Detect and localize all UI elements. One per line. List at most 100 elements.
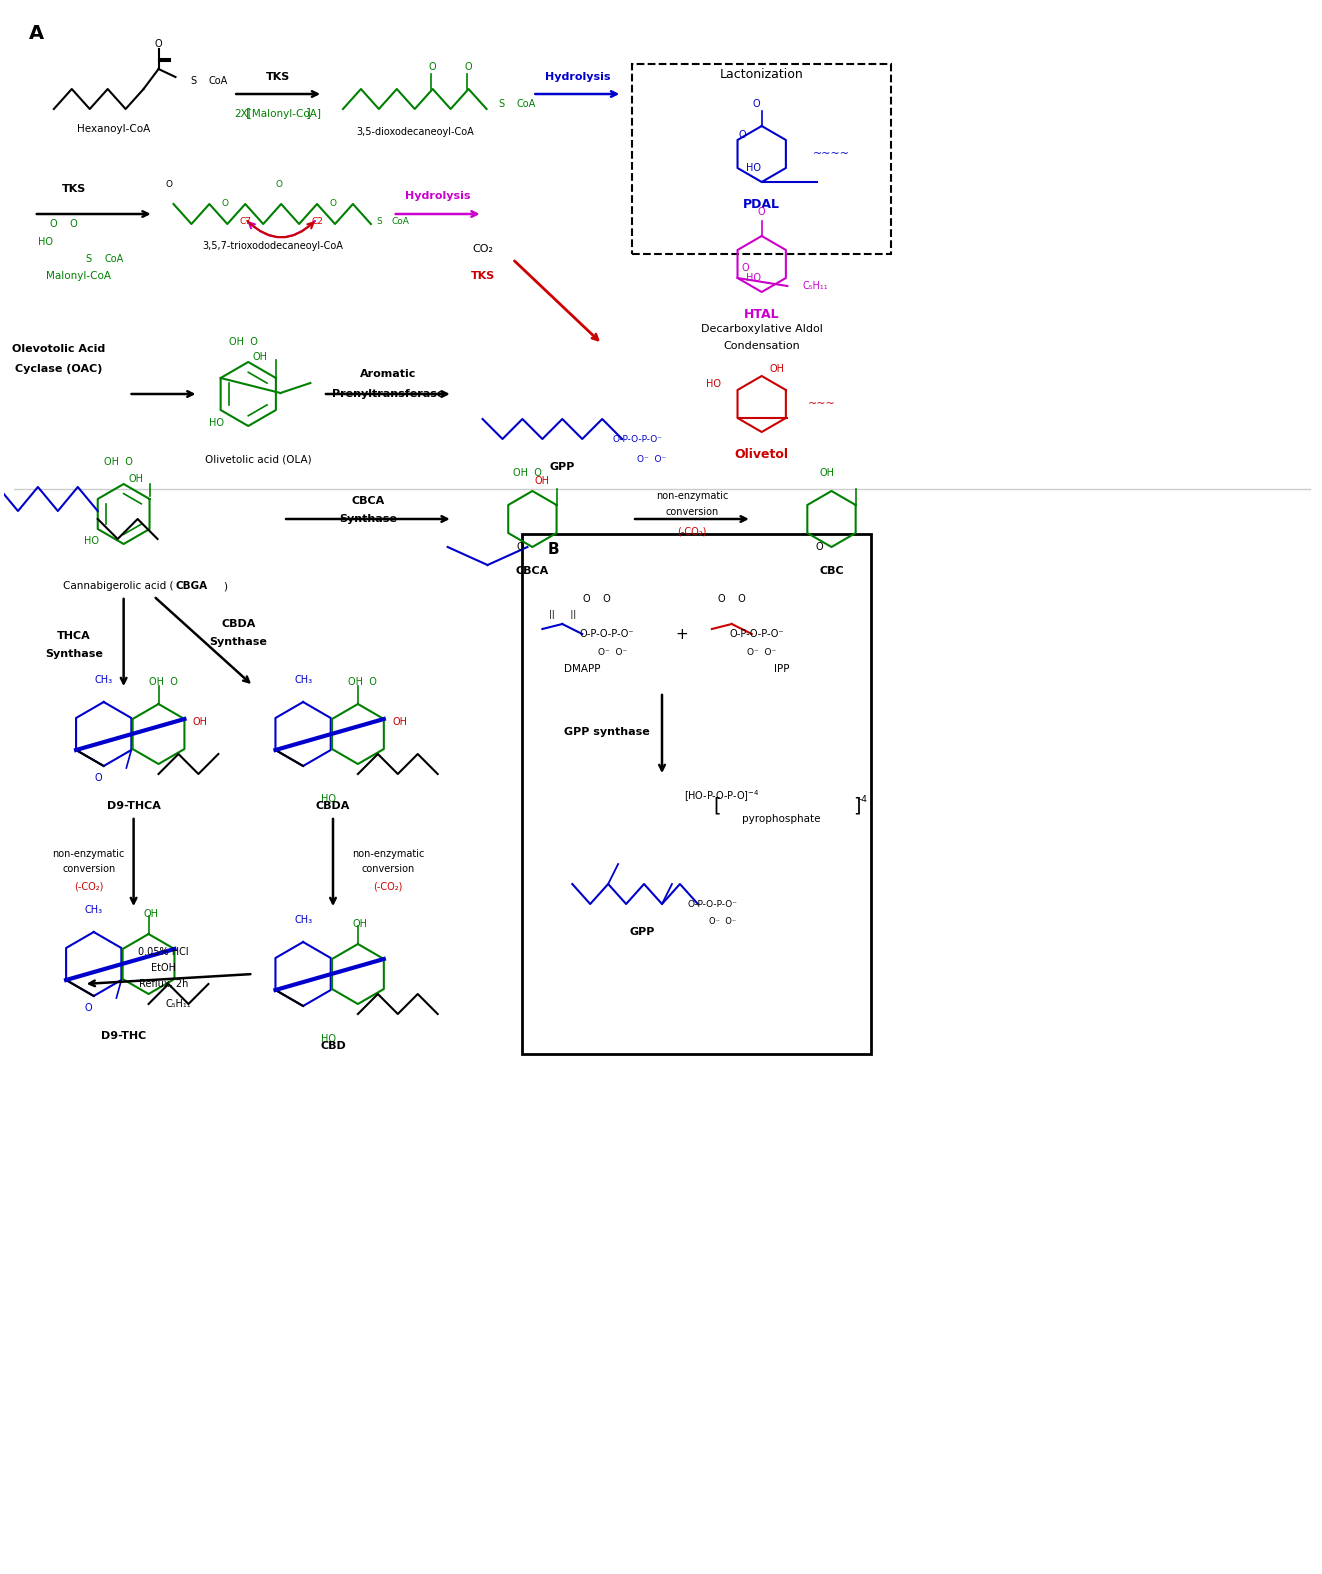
Text: Synthase: Synthase: [209, 637, 267, 647]
Text: conversion: conversion: [62, 864, 115, 874]
Text: Lactonization: Lactonization: [719, 68, 804, 80]
Text: -4: -4: [859, 795, 867, 803]
Text: ): ): [223, 581, 227, 590]
Text: O    O: O O: [50, 219, 78, 228]
Text: pyrophosphate: pyrophosphate: [743, 814, 821, 825]
FancyBboxPatch shape: [522, 534, 871, 1055]
Text: ||      ||: || ||: [549, 609, 576, 619]
Text: Decarboxylative Aldol: Decarboxylative Aldol: [701, 324, 822, 334]
Text: HO: HO: [320, 793, 336, 804]
Text: CBD: CBD: [320, 1040, 346, 1051]
Text: ~~~: ~~~: [808, 398, 836, 409]
Text: [: [: [713, 796, 720, 815]
Text: S: S: [190, 76, 197, 87]
Text: [: [: [246, 107, 251, 121]
Text: O: O: [276, 179, 283, 189]
Text: O: O: [758, 208, 765, 217]
Text: S: S: [375, 217, 382, 227]
Text: GPP: GPP: [629, 927, 654, 937]
Text: OH  O: OH O: [349, 677, 377, 686]
Text: O: O: [222, 200, 229, 208]
Text: O⁻  O⁻: O⁻ O⁻: [598, 647, 627, 656]
Text: CH₃: CH₃: [85, 905, 103, 914]
Text: Synthase: Synthase: [45, 648, 103, 660]
Text: ]: ]: [853, 796, 861, 815]
Text: CBDA: CBDA: [221, 619, 255, 630]
Text: Reflux, 2h: Reflux, 2h: [139, 979, 188, 988]
Text: O: O: [754, 99, 760, 109]
Text: ]: ]: [305, 107, 311, 121]
Text: Aromatic: Aromatic: [360, 368, 416, 379]
Text: OH: OH: [128, 474, 143, 483]
Text: O: O: [816, 541, 824, 552]
Text: HO: HO: [320, 1034, 336, 1044]
Text: O: O: [742, 263, 750, 272]
Text: OH: OH: [253, 353, 268, 362]
Text: O⁻  O⁻: O⁻ O⁻: [637, 455, 666, 463]
Text: O: O: [85, 1003, 93, 1014]
Text: CoA: CoA: [209, 76, 227, 87]
Text: O: O: [165, 179, 172, 189]
Text: D9-THC: D9-THC: [100, 1031, 147, 1040]
Text: S: S: [86, 253, 91, 264]
Text: CH₃: CH₃: [293, 675, 312, 685]
Text: GPP synthase: GPP synthase: [564, 727, 650, 737]
Text: C₅H₁₁: C₅H₁₁: [802, 282, 828, 291]
Text: O: O: [329, 200, 337, 208]
Text: conversion: conversion: [665, 507, 719, 516]
Text: B: B: [547, 541, 559, 557]
Text: HO: HO: [747, 164, 761, 173]
Text: O-P-O-P-O⁻: O-P-O-P-O⁻: [687, 899, 738, 908]
Text: O-P-O-P-O⁻: O-P-O-P-O⁻: [580, 630, 635, 639]
Text: Hexanoyl-CoA: Hexanoyl-CoA: [77, 124, 151, 134]
Text: non-enzymatic: non-enzymatic: [53, 848, 126, 859]
Text: CBCA: CBCA: [352, 496, 385, 505]
Text: HO: HO: [38, 238, 53, 247]
Text: CoA: CoA: [517, 99, 535, 109]
Text: HO: HO: [747, 272, 761, 283]
Text: Hydrolysis: Hydrolysis: [405, 190, 471, 201]
Text: EtOH: EtOH: [151, 963, 176, 973]
Text: OH: OH: [769, 364, 784, 375]
Text: O: O: [428, 61, 436, 72]
Text: OH: OH: [535, 475, 550, 486]
Text: OH  O: OH O: [149, 677, 178, 686]
Text: C7: C7: [239, 217, 251, 227]
Text: O: O: [739, 131, 747, 140]
Text: C₅H₁₁: C₅H₁₁: [165, 999, 192, 1009]
Text: non-enzymatic: non-enzymatic: [656, 491, 728, 501]
Text: OH: OH: [353, 919, 368, 929]
Text: 3,5-dioxodecaneoyl-CoA: 3,5-dioxodecaneoyl-CoA: [356, 127, 473, 137]
Text: O    O: O O: [583, 593, 611, 604]
Text: TKS: TKS: [62, 184, 86, 194]
Text: PDAL: PDAL: [743, 197, 780, 211]
Text: Prenyltransferase: Prenyltransferase: [332, 389, 444, 398]
Text: +: +: [676, 626, 689, 642]
Text: Olevotolic Acid: Olevotolic Acid: [12, 345, 106, 354]
Text: S: S: [498, 99, 505, 109]
Text: CoA: CoA: [104, 253, 123, 264]
Text: (-CO₂): (-CO₂): [373, 881, 402, 891]
Text: 0.05% HCl: 0.05% HCl: [139, 948, 189, 957]
Text: OH  O: OH O: [513, 467, 542, 478]
Text: THCA: THCA: [57, 631, 91, 641]
Text: CO₂: CO₂: [472, 244, 493, 253]
Text: TKS: TKS: [471, 271, 494, 282]
Text: OH  O: OH O: [229, 337, 258, 346]
Text: non-enzymatic: non-enzymatic: [352, 848, 424, 859]
Text: O: O: [95, 773, 103, 782]
Text: TKS: TKS: [266, 72, 291, 82]
Text: O: O: [155, 39, 163, 49]
Text: O⁻  O⁻: O⁻ O⁻: [747, 647, 776, 656]
Text: A: A: [29, 24, 44, 42]
Text: 2X[Malonyl-CoA]: 2X[Malonyl-CoA]: [235, 109, 321, 120]
Text: CBDA: CBDA: [316, 801, 350, 811]
Text: O: O: [465, 61, 472, 72]
Text: O: O: [517, 541, 525, 552]
Text: CBCA: CBCA: [516, 567, 549, 576]
Text: OH: OH: [820, 467, 834, 478]
Text: (-CO₂): (-CO₂): [74, 881, 103, 891]
Text: Cyclase (OAC): Cyclase (OAC): [15, 364, 103, 375]
Text: O    O: O O: [718, 593, 746, 604]
Text: CH₃: CH₃: [293, 914, 312, 926]
